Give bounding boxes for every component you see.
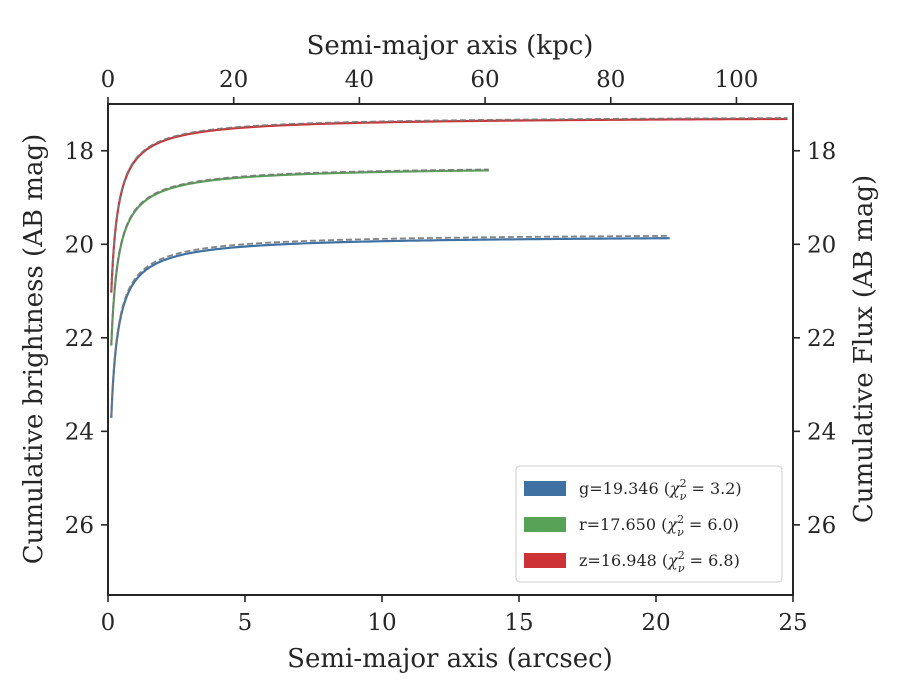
y-tick-label: 24 (65, 419, 94, 445)
x-tick-label: 20 (641, 610, 670, 636)
right-y-tick-label: 26 (807, 513, 836, 539)
top-x-tick-label: 60 (470, 67, 499, 93)
y-axis-title: Cumulative brightness (AB mag) (19, 134, 49, 565)
ticks-layer: 0 5 10 15 20 25 0 20 40 60 80 100 18 18 20 20 22 22 24 24 26… (65, 67, 837, 636)
legend-frame (515, 465, 783, 583)
top-x-tick-label: 0 (101, 67, 116, 93)
x-tick-label: 25 (778, 610, 807, 636)
right-y-tick-label: 24 (807, 419, 836, 445)
top-x-axis-title: Semi-major axis (kpc) (307, 31, 594, 61)
legend-swatch (524, 553, 566, 568)
legend: g=19.346 (χ2 ν = 3.2) r=17.650 (χ2 ν = 6.0)… (515, 465, 783, 583)
right-y-tick-label: 20 (807, 232, 836, 258)
model-line-0 (110, 234, 670, 416)
top-x-tick-label: 80 (596, 67, 625, 93)
x-axis-title: Semi-major axis (arcsec) (287, 644, 613, 674)
legend-label: r=17.650 (χ2 ν = 6.0) (579, 513, 739, 539)
model-line-2 (110, 117, 788, 291)
x-tick-label: 0 (101, 610, 116, 636)
x-tick-label: 5 (238, 610, 253, 636)
top-x-tick-label: 100 (714, 67, 758, 93)
legend-swatch (524, 481, 566, 496)
right-y-tick-label: 18 (807, 139, 836, 165)
right-y-tick-label: 22 (807, 326, 836, 352)
legend-label: z=16.948 (χ2 ν = 6.8) (579, 549, 740, 575)
y-tick-label: 18 (65, 139, 94, 165)
series-layer (110, 117, 788, 418)
top-x-tick-label: 40 (345, 67, 374, 93)
legend-swatch (524, 517, 566, 532)
legend-label: g=19.346 (χ2 ν = 3.2) (579, 477, 742, 503)
x-tick-label: 15 (504, 610, 533, 636)
top-x-tick-label: 20 (219, 67, 248, 93)
model-line-1 (110, 168, 489, 345)
x-tick-label: 10 (367, 610, 396, 636)
plot-frame (107, 103, 794, 596)
y-tick-label: 26 (65, 513, 94, 539)
y-tick-label: 22 (65, 326, 94, 352)
y-tick-label: 20 (65, 232, 94, 258)
right-y-axis-title: Cumulative Flux (AB mag) (849, 175, 879, 523)
series-line-0 (110, 237, 670, 418)
